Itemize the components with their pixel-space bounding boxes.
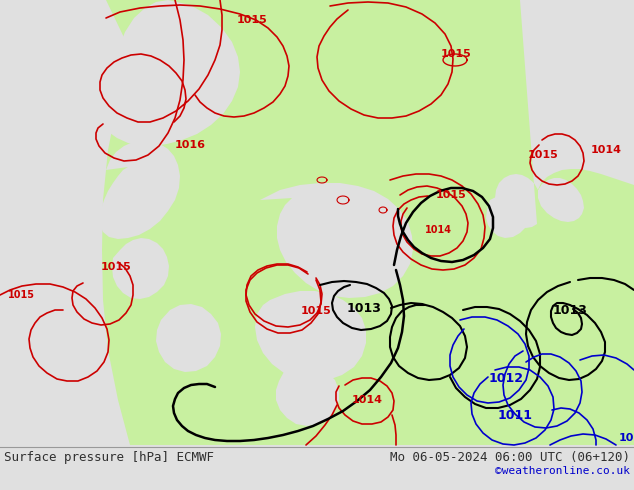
Text: 1016: 1016 xyxy=(174,140,205,150)
Text: 1015: 1015 xyxy=(527,150,559,160)
Text: 1014: 1014 xyxy=(425,225,451,235)
Text: 1015: 1015 xyxy=(441,49,471,59)
Polygon shape xyxy=(156,304,221,372)
Text: ©weatheronline.co.uk: ©weatheronline.co.uk xyxy=(495,466,630,476)
Polygon shape xyxy=(112,238,169,299)
Polygon shape xyxy=(255,291,366,381)
Text: 10: 10 xyxy=(618,433,634,443)
Text: 1015: 1015 xyxy=(101,262,131,272)
Text: 1013: 1013 xyxy=(553,303,588,317)
Text: 1015: 1015 xyxy=(236,15,268,25)
Text: Surface pressure [hPa] ECMWF: Surface pressure [hPa] ECMWF xyxy=(4,450,214,464)
Text: 1012: 1012 xyxy=(489,371,524,385)
Polygon shape xyxy=(486,194,529,238)
Polygon shape xyxy=(100,140,180,239)
Text: 1011: 1011 xyxy=(498,409,533,421)
Text: 1014: 1014 xyxy=(351,395,382,405)
Text: Mo 06-05-2024 06:00 UTC (06+120): Mo 06-05-2024 06:00 UTC (06+120) xyxy=(390,450,630,464)
Polygon shape xyxy=(106,0,240,146)
Text: 1015: 1015 xyxy=(301,306,332,316)
Text: 1015: 1015 xyxy=(8,290,35,300)
Text: 1013: 1013 xyxy=(347,301,382,315)
Text: 1015: 1015 xyxy=(436,190,467,200)
Polygon shape xyxy=(260,183,413,298)
Polygon shape xyxy=(495,0,634,228)
Polygon shape xyxy=(0,0,130,445)
Polygon shape xyxy=(0,0,634,445)
Polygon shape xyxy=(276,365,339,426)
Text: 1014: 1014 xyxy=(590,145,621,155)
